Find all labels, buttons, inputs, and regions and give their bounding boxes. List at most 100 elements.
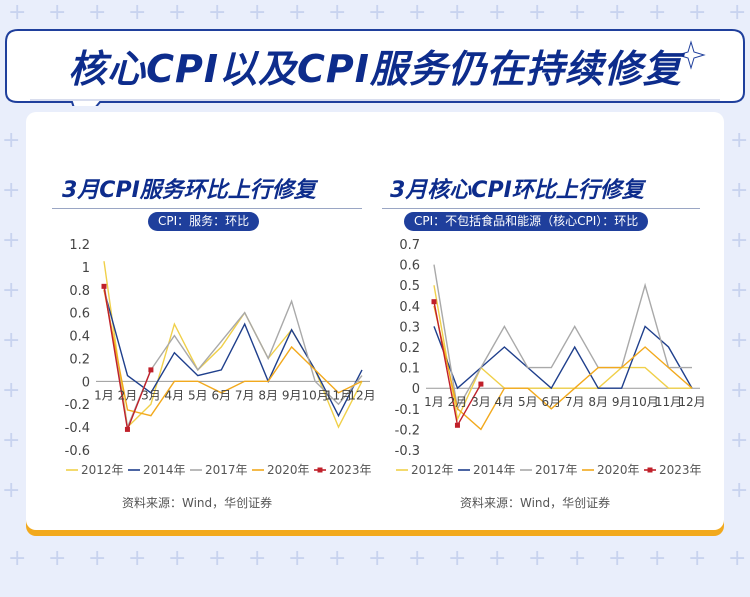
- plus-decoration: +: [368, 0, 387, 25]
- plus-decoration: +: [688, 0, 707, 25]
- y-tick-label: 0.8: [69, 284, 90, 299]
- plus-decoration: +: [528, 0, 547, 25]
- source-note-left: 资料来源：Wind，华创证券: [122, 496, 273, 510]
- plus-decoration: +: [2, 428, 21, 453]
- y-tick-label: 0.2: [69, 352, 90, 367]
- data-point-marker: [148, 367, 154, 373]
- plus-decoration: +: [730, 278, 749, 303]
- plus-decoration: +: [2, 278, 21, 303]
- plus-decoration: +: [408, 0, 427, 25]
- plus-decoration: +: [528, 546, 547, 571]
- plus-decoration: +: [730, 128, 749, 153]
- page-title: 核心CPI以及CPI服务仍在持续修复: [68, 47, 682, 91]
- plus-decoration: +: [448, 0, 467, 25]
- plus-decoration: +: [288, 0, 307, 25]
- y-tick-label: 0: [412, 382, 420, 397]
- plus-decoration: +: [728, 546, 747, 571]
- plus-decoration: +: [328, 546, 347, 571]
- x-tick-label: 7月: [565, 395, 585, 409]
- subtitle-badge-right: CPI：不包括食品和能源（核心CPI）：环比: [404, 212, 649, 231]
- x-tick-label: 12月: [678, 395, 705, 409]
- y-tick-label: 0.6: [69, 307, 90, 322]
- plus-decoration: +: [408, 546, 427, 571]
- plus-decoration: +: [8, 0, 27, 25]
- data-point-marker: [478, 381, 484, 387]
- plus-decoration: +: [208, 546, 227, 571]
- plus-decoration: +: [568, 546, 587, 571]
- title-divider-right: [382, 208, 700, 209]
- source-note-right: 资料来源：Wind，华创证券: [460, 496, 611, 510]
- y-tick-label: 1: [82, 261, 90, 276]
- legend-marker: [317, 467, 323, 473]
- x-tick-label: 6月: [211, 388, 231, 402]
- data-point-marker: [431, 299, 437, 305]
- chart-card: [26, 112, 724, 530]
- y-tick-label: -0.3: [395, 444, 420, 459]
- legend-label: 2014年: [473, 463, 516, 477]
- y-tick-label: 0.3: [399, 320, 420, 335]
- x-tick-label: 5月: [518, 395, 538, 409]
- x-tick-label: 9月: [612, 395, 632, 409]
- legend-label: 2017年: [205, 463, 248, 477]
- plus-decoration: +: [88, 546, 107, 571]
- legend-label: 2017年: [535, 463, 578, 477]
- title-banner: [5, 29, 745, 106]
- plus-decoration: +: [328, 0, 347, 25]
- plus-decoration: +: [2, 328, 21, 353]
- plus-decoration: +: [730, 378, 749, 403]
- y-tick-label: 0.2: [399, 341, 420, 356]
- y-tick-label: -0.1: [395, 403, 420, 418]
- banner-shape: [5, 29, 745, 106]
- x-tick-label: 11月: [655, 395, 682, 409]
- plus-decoration: +: [2, 178, 21, 203]
- y-tick-label: 0: [82, 375, 90, 390]
- x-tick-label: 2月: [118, 388, 138, 402]
- series-line-2017年: [103, 283, 363, 430]
- data-point-marker: [454, 422, 460, 428]
- legend-label: 2012年: [81, 463, 124, 477]
- plus-decoration: +: [2, 228, 21, 253]
- y-tick-label: 0.1: [399, 362, 420, 377]
- sparkle-icon: [676, 40, 706, 70]
- plus-decoration: +: [248, 546, 267, 571]
- series-line-2014年: [433, 325, 693, 390]
- data-point-marker: [101, 283, 107, 289]
- plus-decoration: +: [2, 128, 21, 153]
- x-tick-label: 9月: [282, 388, 302, 402]
- series-line-2014年: [103, 289, 363, 418]
- x-tick-label: 8月: [258, 388, 278, 402]
- x-tick-label: 7月: [235, 388, 255, 402]
- title-divider-left: [52, 208, 362, 209]
- legend-label: 2014年: [143, 463, 186, 477]
- plus-decoration: +: [128, 0, 147, 25]
- plus-decoration: +: [488, 546, 507, 571]
- plus-decoration: +: [608, 546, 627, 571]
- plus-decoration: +: [8, 546, 27, 571]
- series-line-2017年: [433, 264, 692, 411]
- x-tick-label: 4月: [495, 395, 515, 409]
- plus-decoration: +: [728, 0, 747, 25]
- plus-decoration: +: [730, 428, 749, 453]
- y-tick-label: -0.2: [65, 398, 90, 413]
- x-tick-label: 1月: [424, 395, 444, 409]
- plus-decoration: +: [648, 0, 667, 25]
- plus-decoration: +: [48, 0, 67, 25]
- series-line-2020年: [433, 305, 693, 431]
- plus-decoration: +: [448, 546, 467, 571]
- plus-decoration: +: [488, 0, 507, 25]
- plus-decoration: +: [688, 546, 707, 571]
- line-chart-cpi-services: 1.2 1 0.8 0.6 0.4 0.2 0 -0.2 -0.4 -0.6 1月 2月 3月 4月 5月 6…: [65, 238, 376, 477]
- plus-decoration: +: [128, 546, 147, 571]
- x-tick-label: 11月: [325, 388, 352, 402]
- plus-decoration: +: [88, 0, 107, 25]
- plus-decoration: +: [248, 0, 267, 25]
- y-tick-label: 0.6: [399, 259, 420, 274]
- legend-label: 2012年: [411, 463, 454, 477]
- line-chart-core-cpi: 0.7 0.6 0.5 0.4 0.3 0.2 0.1 0 -0.1 -0.2 -0.3 1月 2月 3月…: [395, 238, 706, 477]
- legend-label: 2020年: [267, 463, 310, 477]
- x-tick-label: 3月: [471, 395, 491, 409]
- y-tick-label: 0.4: [69, 330, 90, 345]
- plus-decoration: +: [2, 478, 21, 503]
- legend-label: 2020年: [597, 463, 640, 477]
- legend-label: 2023年: [659, 463, 702, 477]
